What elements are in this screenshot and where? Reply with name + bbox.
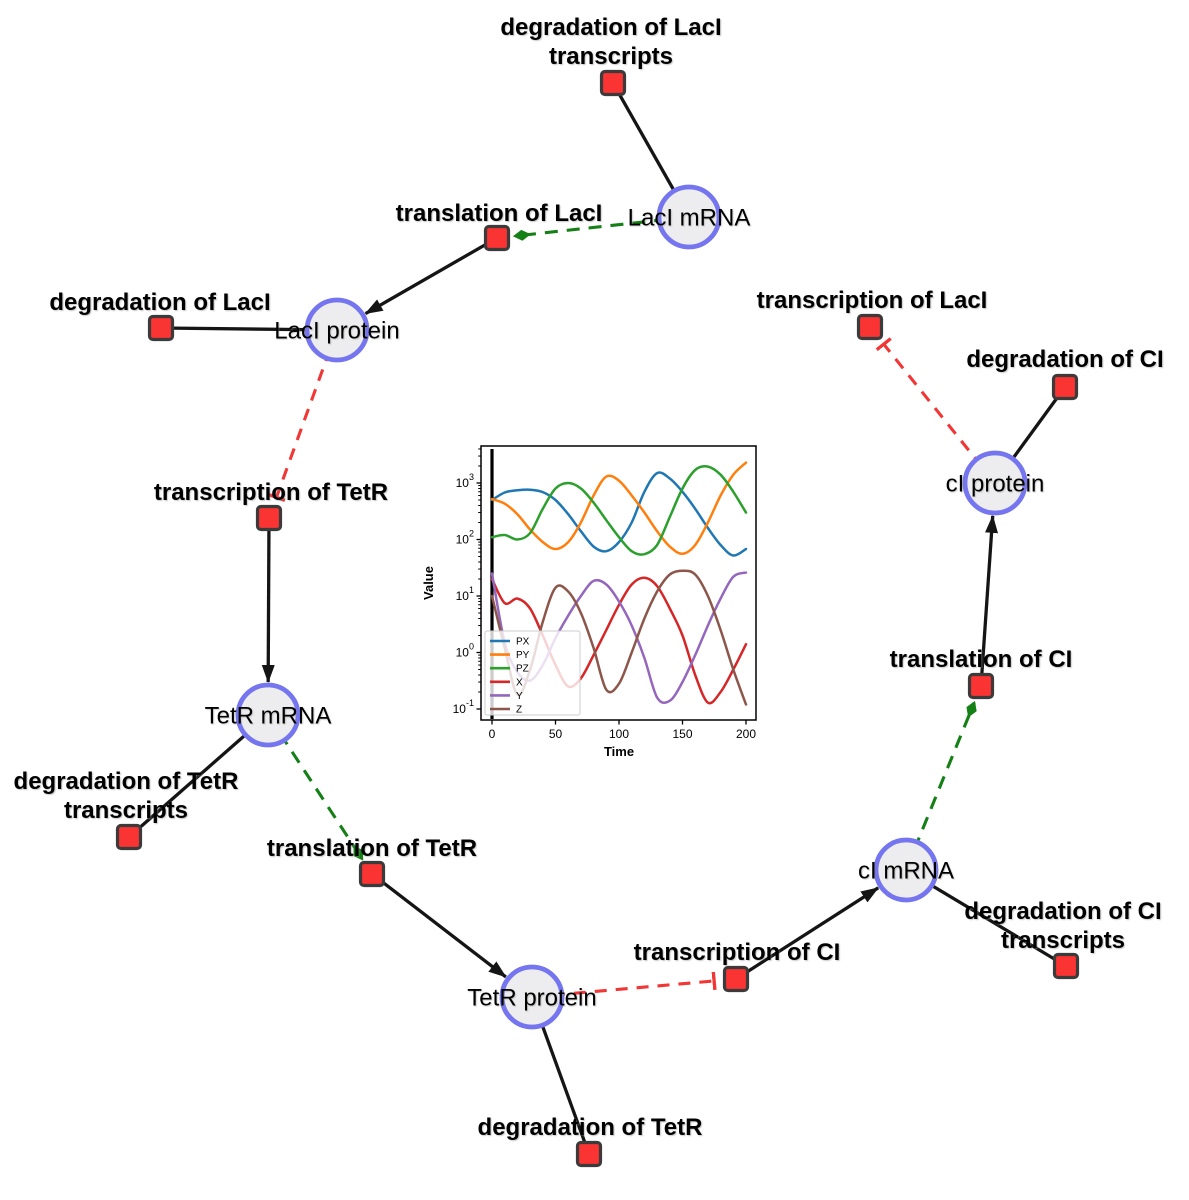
x-tick-label: 150 <box>672 727 692 741</box>
reaction-label-transcription-tetr: transcription of TetR <box>154 479 388 506</box>
reaction-label-degradation-tetr: degradation of TetR <box>478 1114 703 1141</box>
reaction-label-degradation-tetr-transcripts: degradation of TetR transcripts <box>14 768 239 824</box>
species-node-ci-protein <box>962 450 1028 516</box>
inset-plot: 0 50 100 150 20010310210110010-1TimeValuePXP… <box>421 436 776 768</box>
species-node-ci-mrna <box>873 837 939 903</box>
reaction-node-translation-tetr <box>358 860 386 888</box>
species-label-ci-protein: cI protein <box>946 471 1045 498</box>
species-node-laci-protein <box>304 297 370 363</box>
x-tick-label: 100 <box>609 727 629 741</box>
series-curve-X <box>490 576 748 705</box>
reaction-node-degradation-laci <box>147 314 175 342</box>
reaction-node-translation-laci <box>483 224 511 252</box>
reaction-node-degradation-tetr-transcripts <box>115 823 143 851</box>
x-tick-label: 200 <box>736 727 756 741</box>
x-tick-label: 50 <box>549 727 563 741</box>
legend-label-Y: Y <box>516 691 523 702</box>
reaction-node-transcription-ci <box>722 965 750 993</box>
edge-translation-tetr-to-tetr-protein <box>370 872 507 979</box>
y-tick-label: 100 <box>456 642 474 660</box>
legend-label-PX: PX <box>516 637 530 648</box>
plot-legend: PX PY PZ XYZ <box>484 630 581 716</box>
species-node-tetr-mrna <box>235 682 301 748</box>
nodes-layer <box>115 69 1080 1168</box>
reaction-node-translation-ci <box>967 672 995 700</box>
reaction-node-transcription-laci <box>856 313 884 341</box>
legend-label-Z: Z <box>516 705 522 716</box>
y-tick-label: 102 <box>456 529 474 547</box>
species-label-tetr-protein: TetR protein <box>467 985 596 1012</box>
reaction-label-transcription-laci: transcription of LacI <box>757 287 988 314</box>
species-label-laci-mrna: LacI mRNA <box>628 205 751 232</box>
y-tick-label: 103 <box>456 472 474 490</box>
edge-translation-ci-to-ci-protein <box>979 514 999 687</box>
edge-translation-laci-to-laci-protein <box>364 236 498 315</box>
reaction-label-transcription-ci: transcription of CI <box>634 939 841 966</box>
series-curve-PX <box>490 471 748 557</box>
x-tick-label: 0 <box>489 727 496 741</box>
series-curve-PY <box>490 461 748 555</box>
reaction-node-degradation-ci-transcripts <box>1052 952 1080 980</box>
y-tick-label: 10-1 <box>453 698 474 716</box>
species-node-tetr-protein <box>499 964 565 1030</box>
edge-transcription-ci-to-ci-mrna <box>735 886 880 981</box>
species-label-tetr-mrna: TetR mRNA <box>205 703 332 730</box>
legend-label-PZ: PZ <box>516 664 529 675</box>
y-tick-label: 101 <box>456 585 474 603</box>
species-label-ci-mrna: cI mRNA <box>858 858 954 885</box>
reaction-label-degradation-ci: degradation of CI <box>966 346 1163 373</box>
reaction-label-translation-ci: translation of CI <box>890 646 1073 673</box>
reaction-label-degradation-laci-transcripts: degradation of LacI transcripts <box>500 14 721 70</box>
legend-label-X: X <box>516 677 523 688</box>
series-curve-PZ <box>490 465 748 556</box>
y-axis-title: Value <box>421 566 436 600</box>
reaction-node-degradation-ci <box>1051 373 1079 401</box>
reaction-label-degradation-ci-transcripts: degradation of CI transcripts <box>964 898 1161 954</box>
reaction-label-degradation-laci: degradation of LacI <box>49 289 270 316</box>
labels-layer: LacI mRNA LacI protein TetR mRNA TetR prote… <box>14 14 1164 1141</box>
species-node-laci-mrna <box>656 184 722 250</box>
reaction-node-transcription-tetr <box>255 504 283 532</box>
x-axis-title: Time <box>604 744 634 759</box>
reaction-label-translation-laci: translation of LacI <box>396 200 603 227</box>
legend-label-PY: PY <box>516 650 530 661</box>
species-label-laci-protein: LacI protein <box>274 318 399 345</box>
edge-transcription-tetr-to-tetr-mrna <box>261 517 275 684</box>
reaction-node-degradation-tetr <box>575 1140 603 1168</box>
reaction-label-translation-tetr: translation of TetR <box>267 835 477 862</box>
reaction-node-degradation-laci-transcripts <box>599 69 627 97</box>
